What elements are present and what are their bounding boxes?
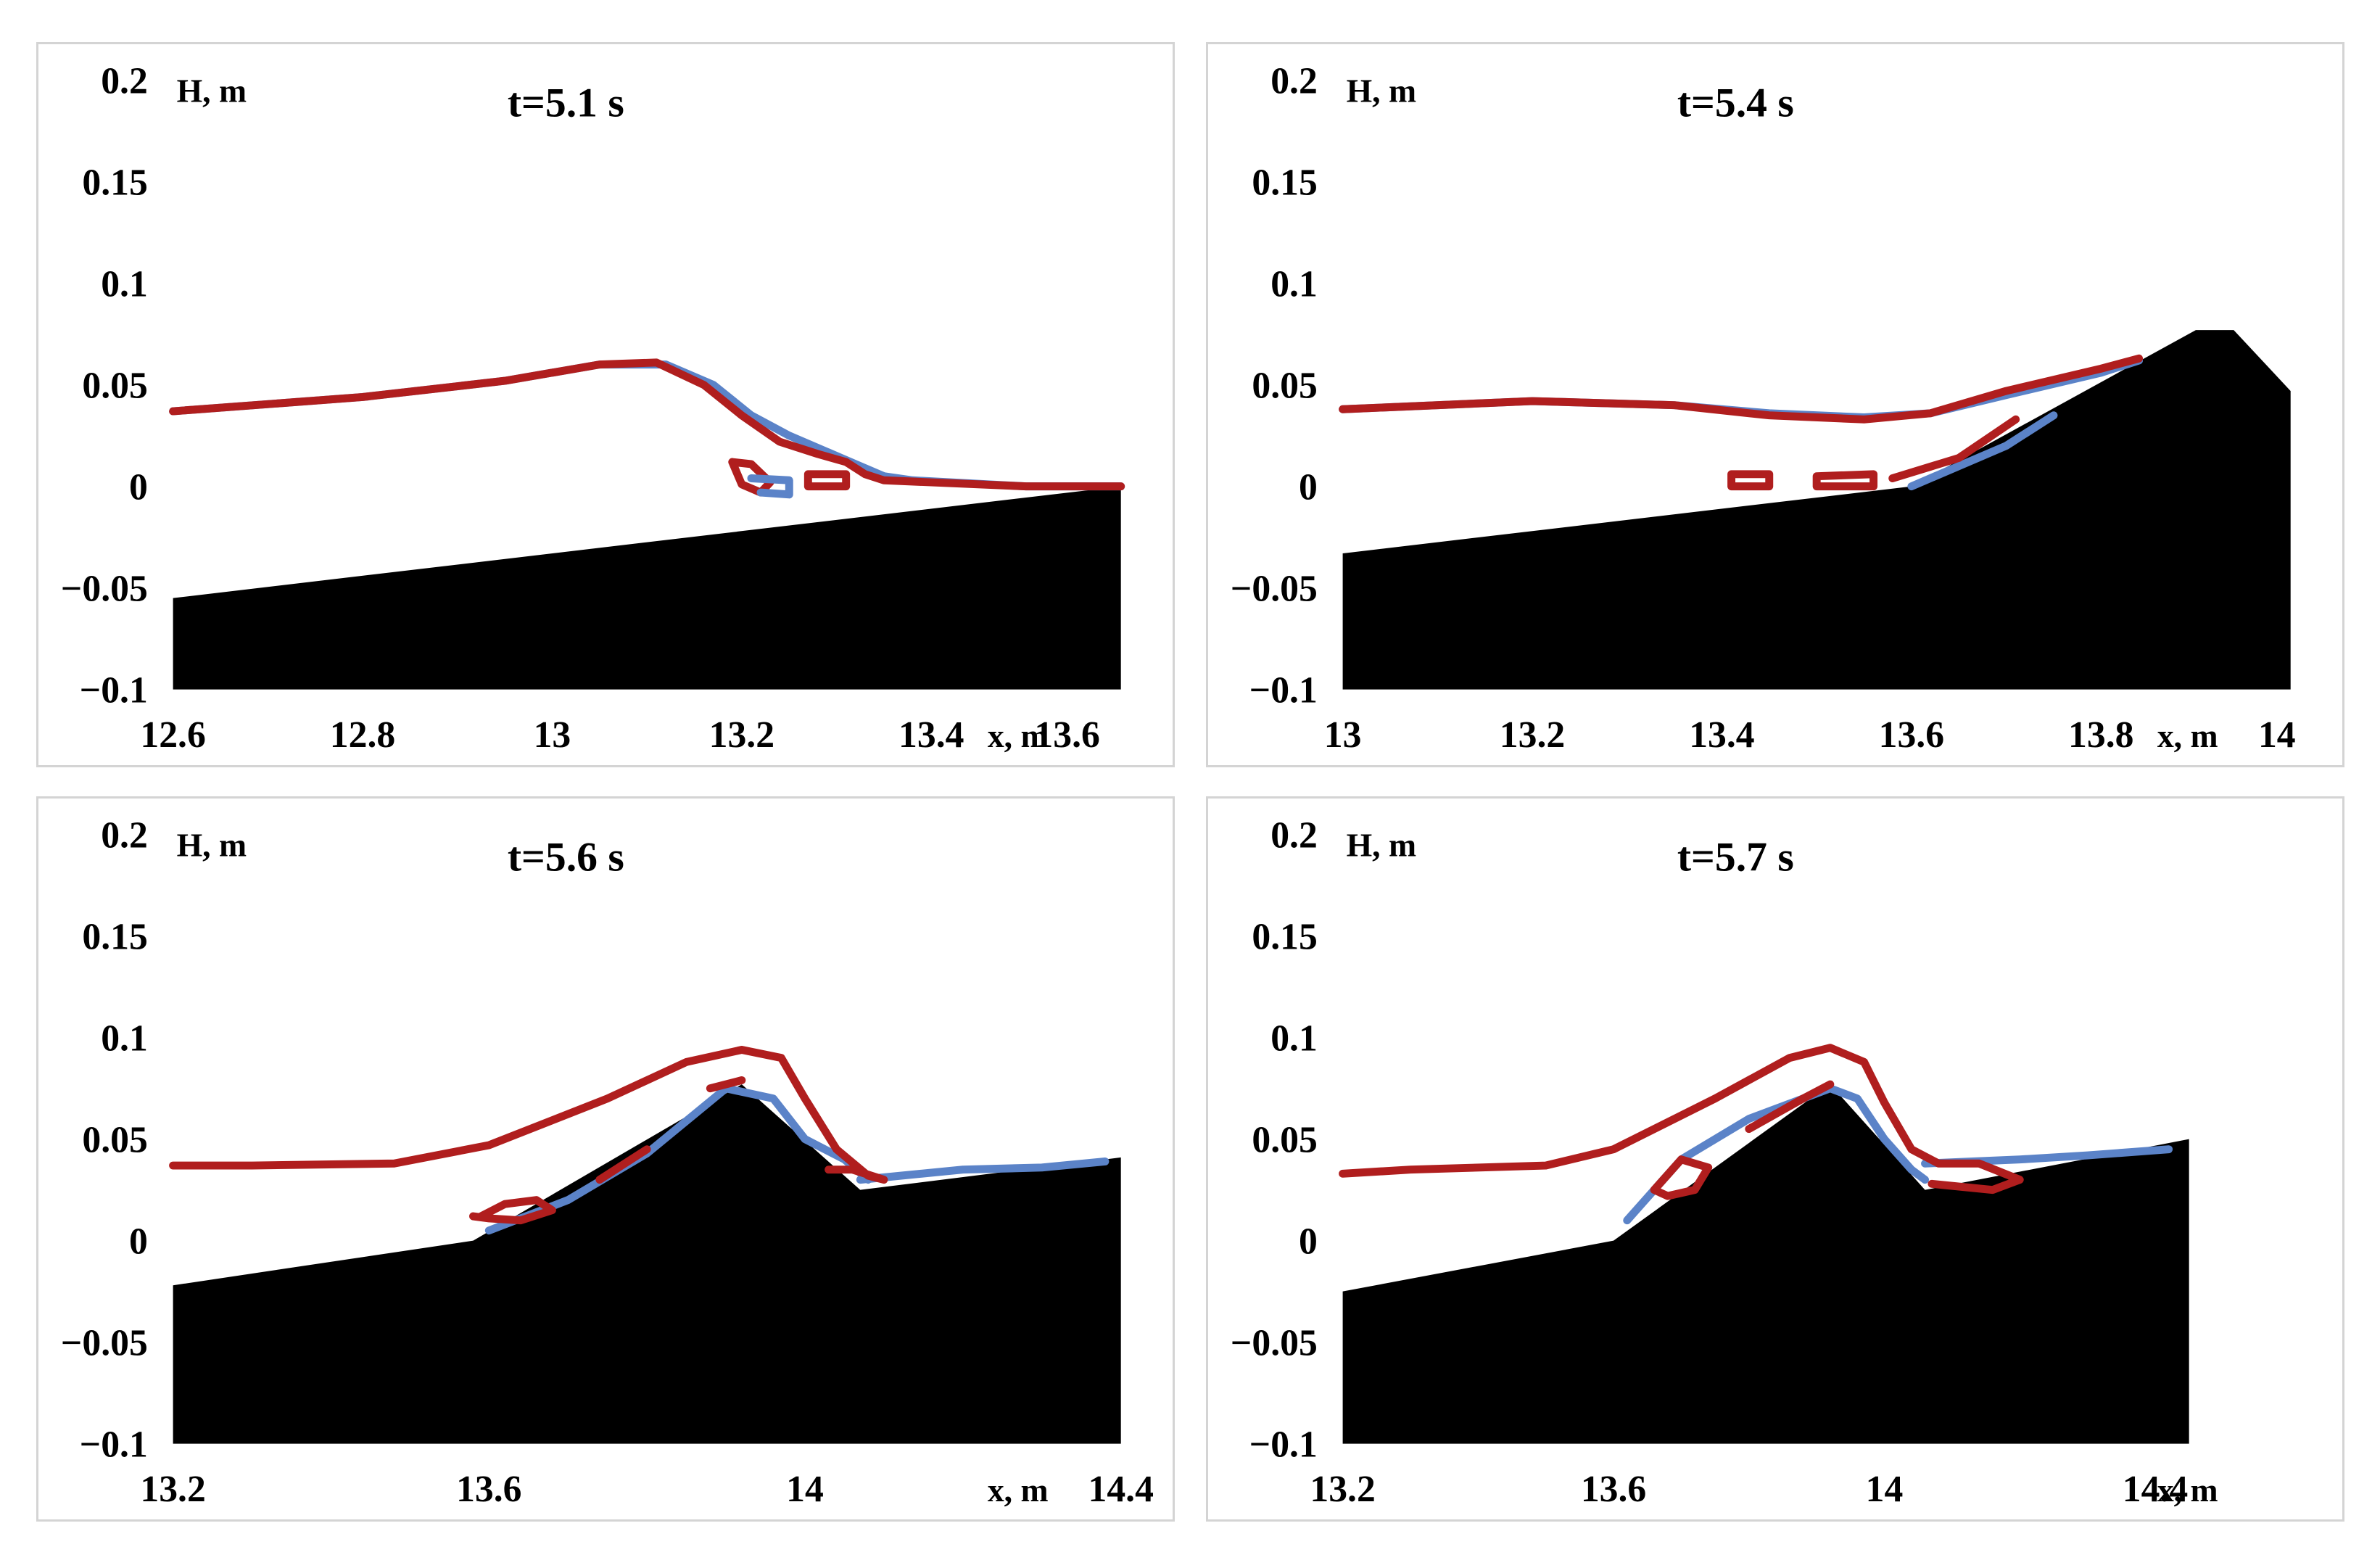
y-tick-label: −0.1 xyxy=(80,1424,148,1466)
y-tick-label: 0 xyxy=(1299,467,1318,508)
y-axis-label-1: H, m xyxy=(177,73,247,110)
ground-profile xyxy=(173,1084,1121,1444)
plot-area-4: 0.2 0.15 0.1 0.05 0 −0.05 −0.113.2 13.6 14 14.4 xyxy=(1231,815,2189,1510)
chart-panel-1: 0.2 0.15 0.1 0.05 0 −0.05 −0.1 12.6 12.8 13 13.2 13… xyxy=(36,42,1175,767)
y-tick-label: 0.2 xyxy=(1270,815,1318,857)
x-tick-label: 13.4 xyxy=(898,714,964,756)
series-line-red xyxy=(803,470,851,491)
chart-panel-3: 0.2 0.15 0.1 0.05 0 −0.05 −0.1 13.2 13.6 14 14.4 t… xyxy=(36,796,1175,1522)
x-tick-label: 13.6 xyxy=(1879,714,1944,756)
y-tick-label: 0.1 xyxy=(1270,1018,1318,1060)
x-tick-label: 14.4 xyxy=(2123,1469,2188,1510)
series-line-blue xyxy=(1907,411,2058,491)
y-tick-label: 0.1 xyxy=(101,1018,148,1060)
chart-title-3: t=5.6 s xyxy=(508,834,624,880)
plot-area-2: 0.2 0.15 0.1 0.05 0 −0.05 −0.113 13.2 13.4 13.6 13… xyxy=(1231,61,2291,756)
chart-svg-4: 0.2 0.15 0.1 0.05 0 −0.05 −0.113.2 13.6 14 14.4 t… xyxy=(1231,815,2218,1511)
series-line-blue xyxy=(484,1084,872,1235)
ground-profile xyxy=(1342,330,2291,690)
y-tick-label: 0.2 xyxy=(101,815,148,857)
series-line-red xyxy=(169,1046,888,1184)
x-tick-label: 13.8 xyxy=(2068,714,2133,756)
x-tick-label: 12.8 xyxy=(330,714,395,756)
chart-svg-3: 0.2 0.15 0.1 0.05 0 −0.05 −0.113.2 13.6 14 14.4 t… xyxy=(61,815,1154,1511)
y-tick-label: −0.05 xyxy=(1231,569,1318,610)
x-axis-end-label-1: 13.6 xyxy=(1034,714,1099,756)
x-tick-label: 14 xyxy=(786,1469,824,1510)
x-axis-label-2: x, m xyxy=(2157,717,2218,754)
x-tick-label: 14 xyxy=(1866,1469,1904,1510)
chart-title-4: t=5.7 s xyxy=(1677,834,1794,880)
series-line-red xyxy=(1812,470,1878,491)
plot-area-1: 0.2 0.15 0.1 0.05 0 −0.05 −0.112.6 12.8 13 13.2 13… xyxy=(61,61,1125,756)
y-tick-label: 0.2 xyxy=(1270,61,1318,102)
y-tick-label: 0 xyxy=(129,467,148,508)
series-line-red xyxy=(469,1196,556,1225)
y-tick-label: −0.1 xyxy=(1249,1424,1318,1466)
chart-svg-1: 0.2 0.15 0.1 0.05 0 −0.05 −0.112.6 12.8 13 13.2 13… xyxy=(61,61,1125,756)
x-tick-label: 13.2 xyxy=(709,714,774,756)
y-tick-label: 0.05 xyxy=(1252,1120,1317,1161)
series-line-red xyxy=(1888,415,2020,482)
chart-title-1: t=5.1 s xyxy=(508,80,624,125)
x-tick-label: 13 xyxy=(534,714,571,756)
y-axis-label-2: H, m xyxy=(1347,73,1417,110)
y-tick-label: 0.1 xyxy=(1270,264,1318,305)
x-tick-label: 12.6 xyxy=(140,714,205,756)
series-line-blue xyxy=(1623,1084,1930,1225)
y-tick-label: −0.05 xyxy=(1231,1323,1318,1364)
series-line-red xyxy=(1727,470,1774,491)
chart-svg-2: 0.2 0.15 0.1 0.05 0 −0.05 −0.113 13.2 13.4 13.6 13… xyxy=(1231,61,2296,756)
x-axis-label-1: x, m xyxy=(988,717,1049,754)
y-tick-label: 0.1 xyxy=(101,264,148,305)
y-tick-label: 0.15 xyxy=(1252,917,1317,958)
series-line-red xyxy=(595,1145,651,1184)
chart-panel-2: 0.2 0.15 0.1 0.05 0 −0.05 −0.1 13 13.2 13.4 13.6 13… xyxy=(1206,42,2344,767)
series-line-red xyxy=(1745,1080,1835,1134)
series-line-red xyxy=(1339,354,2144,424)
ground-profile xyxy=(1342,1084,2189,1444)
x-tick-label: 14.4 xyxy=(1088,1469,1153,1510)
ground-profile xyxy=(173,486,1121,690)
x-tick-label: 13.2 xyxy=(1310,1469,1375,1510)
series-line-blue xyxy=(747,474,793,499)
series-line-blue xyxy=(169,360,1125,491)
y-tick-label: 0.15 xyxy=(1252,162,1317,204)
y-tick-label: −0.05 xyxy=(61,1323,148,1364)
y-tick-label: 0.05 xyxy=(1252,366,1317,407)
x-tick-label: 13.2 xyxy=(1500,714,1565,756)
series-line-red xyxy=(706,1076,746,1093)
x-axis-label-4: x, m xyxy=(2157,1472,2218,1509)
x-tick-label: 13.2 xyxy=(140,1469,205,1510)
x-tick-label: 13.6 xyxy=(1581,1469,1646,1510)
series-line-blue xyxy=(856,1158,1110,1184)
x-axis-label-3: x, m xyxy=(988,1472,1049,1509)
chart-title-2: t=5.4 s xyxy=(1677,80,1794,125)
y-axis-label-3: H, m xyxy=(177,827,247,864)
chart-panel-4: 0.2 0.15 0.1 0.05 0 −0.05 −0.1 13.2 13.6 14 14.4 t… xyxy=(1206,796,2344,1522)
y-tick-label: 0.05 xyxy=(82,1120,147,1161)
series-line-red xyxy=(169,358,1125,491)
y-axis-label-4: H, m xyxy=(1347,827,1417,864)
y-tick-label: 0.15 xyxy=(82,917,147,958)
x-tick-label: 13.6 xyxy=(456,1469,521,1510)
y-tick-label: −0.05 xyxy=(61,569,148,610)
series-line-red xyxy=(728,458,774,497)
x-axis-end-label-2: 14 xyxy=(2258,714,2296,756)
y-tick-label: 0.15 xyxy=(82,162,147,204)
y-tick-label: −0.1 xyxy=(1249,670,1318,711)
plot-area-3: 0.2 0.15 0.1 0.05 0 −0.05 −0.113.2 13.6 14 14.4 xyxy=(61,815,1154,1511)
y-tick-label: 0.2 xyxy=(101,61,148,102)
y-tick-label: 0 xyxy=(1299,1221,1318,1263)
y-tick-label: 0 xyxy=(129,1221,148,1263)
y-tick-label: 0.05 xyxy=(82,366,147,407)
y-tick-label: −0.1 xyxy=(80,670,148,711)
series-line-red xyxy=(1339,1044,2024,1194)
series-line-red xyxy=(1650,1155,1713,1200)
x-tick-label: 13 xyxy=(1324,714,1362,756)
x-tick-label: 13.4 xyxy=(1689,714,1754,756)
